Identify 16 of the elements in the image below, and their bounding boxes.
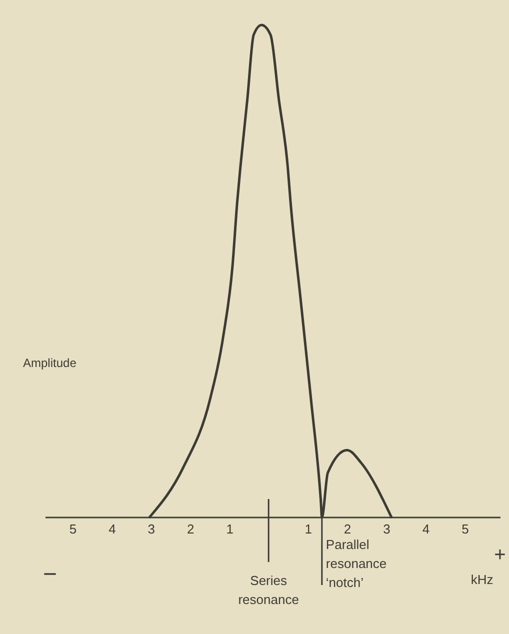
ref-line-label: Series resonance [238, 573, 299, 607]
text: − [42, 561, 58, 588]
x-tick-label: 3 [148, 522, 156, 536]
ref-line-label: Parallel resonance ‘notch’ [326, 537, 387, 590]
x-tick-label: 1 [304, 522, 312, 536]
x-axis-title: kHz [470, 572, 494, 587]
x-tick-label: 5 [462, 522, 469, 536]
x-tick-label: 2 [344, 522, 352, 536]
y-axis-title: Amplitude [23, 356, 77, 370]
x-tick-label: 5 [69, 522, 77, 536]
x-tick-label: 4 [422, 522, 430, 536]
x-tick-label: 2 [187, 522, 194, 536]
x-tick-label: 1 [226, 522, 234, 536]
text: + [494, 544, 506, 566]
x-tick-label: 4 [108, 522, 116, 536]
x-tick-label: 3 [383, 522, 390, 536]
